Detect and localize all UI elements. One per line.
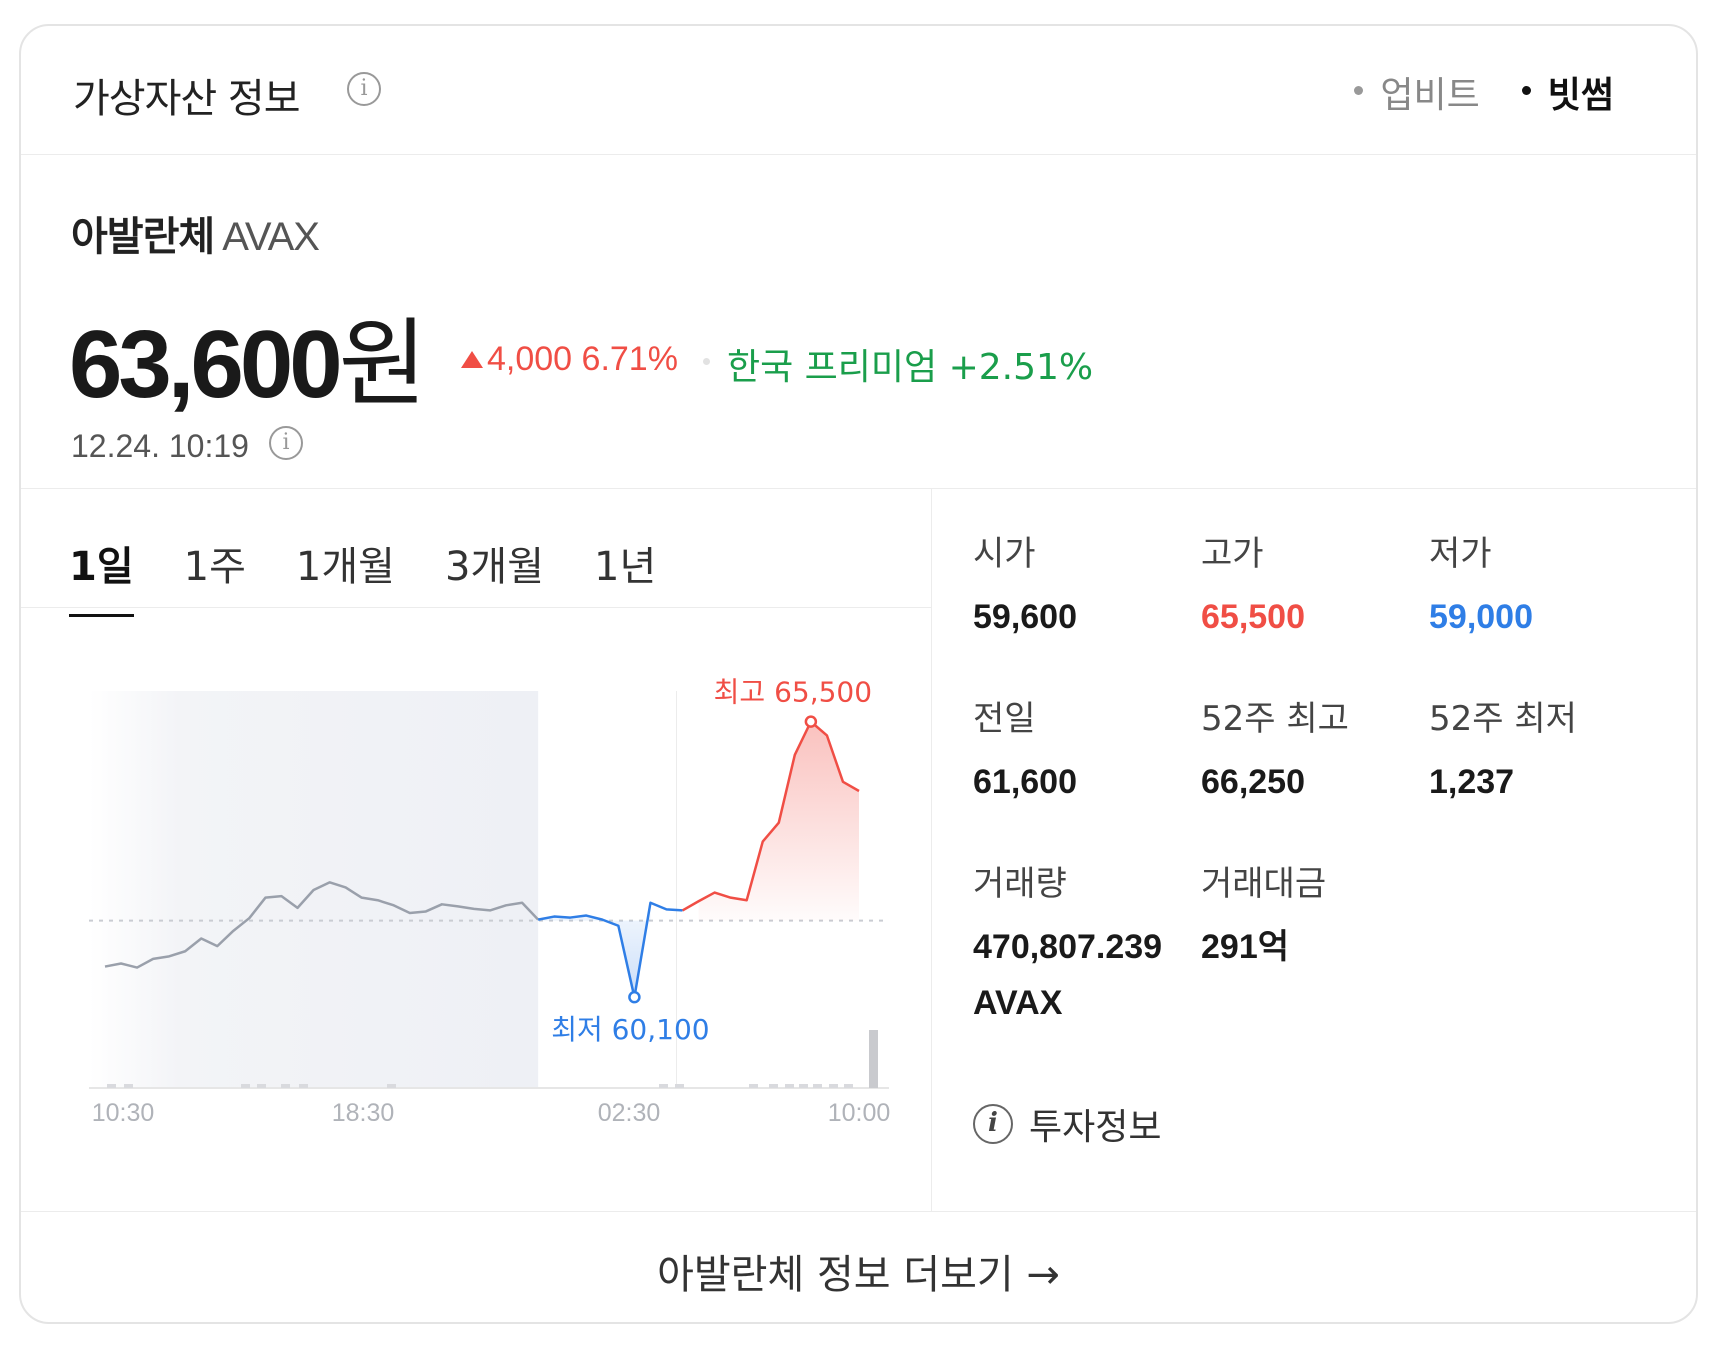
exchange-tabs: 업비트 빗썸	[1354, 66, 1614, 118]
chart-volume-bar	[785, 1084, 794, 1088]
tab-upbit[interactable]: 업비트	[1354, 66, 1480, 118]
chart-volume-bar	[257, 1084, 266, 1088]
chart-line-low	[537, 901, 683, 999]
price-change-value: 4,000 6.71%	[487, 340, 678, 378]
more-info-link[interactable]: 아발란체 정보 더보기 →	[657, 1252, 1060, 1298]
tab-1day[interactable]: 1일	[69, 534, 134, 617]
tab-bithumb[interactable]: 빗썸	[1521, 66, 1614, 118]
price-timestamp: 12.24. 10:19	[71, 428, 249, 465]
korea-premium: 한국 프리미엄 +2.51%	[727, 347, 1094, 388]
stat-label: 전일	[973, 699, 1036, 739]
stat-value: 470,807.239 AVAX	[973, 928, 1163, 1022]
price-value: 63,600	[69, 311, 343, 418]
chart-volume-bar	[124, 1084, 133, 1088]
chart-x-tick-label: 18:30	[332, 1099, 395, 1127]
chart-x-tick-label: 02:30	[598, 1099, 661, 1127]
stat-label: 52주 최저	[1429, 699, 1577, 739]
stat-item: 고가 65,500	[1201, 526, 1421, 645]
chart-low-area	[538, 902, 651, 998]
info-icon[interactable]: i	[347, 72, 381, 106]
chart-high-label: 최고 65,500	[714, 676, 872, 709]
stat-item: 52주 최저 1,237	[1429, 691, 1649, 810]
chart-high-area	[698, 721, 859, 921]
up-triangle-icon	[461, 351, 483, 368]
chart-line-high	[681, 720, 860, 912]
section-divider	[21, 488, 1696, 489]
chart-volume-bar	[844, 1084, 853, 1088]
timestamp-value: 12.24. 10:19	[71, 428, 249, 464]
period-tabs: 1일 1주 1개월 3개월 1년	[69, 534, 656, 617]
tab-1year[interactable]: 1년	[594, 544, 657, 590]
chart-volume-bar	[799, 1084, 808, 1088]
chart-volume-bar	[299, 1084, 308, 1088]
chart-high-marker	[804, 715, 818, 728]
column-divider	[931, 488, 932, 1211]
invest-info-label: 투자정보	[1029, 1107, 1162, 1148]
chart-volume-bar	[241, 1084, 250, 1088]
card-title: 가상자산 정보	[73, 76, 301, 122]
card-footer: 아발란체 정보 더보기 →	[21, 1211, 1696, 1322]
stat-value: 65,500	[1201, 598, 1305, 636]
stat-label: 52주 최고	[1201, 699, 1349, 739]
chart-x-tick-label: 10:00	[828, 1099, 891, 1127]
stat-item: 시가 59,600	[973, 526, 1193, 645]
chart-low-marker	[628, 990, 641, 1004]
period-tabs-underline	[21, 607, 931, 608]
stat-item: 거래대금 291억	[1201, 856, 1421, 975]
timestamp-info-icon[interactable]: i	[269, 426, 303, 460]
crypto-info-card: 가상자산 정보 i 업비트 빗썸 아발란체 AVAX 63,600원 4,000 …	[19, 24, 1698, 1324]
coin-symbol: AVAX	[222, 215, 320, 259]
chart-volume-bar	[659, 1084, 668, 1088]
price-unit: 원	[338, 308, 427, 420]
stat-item: 거래량 470,807.239 AVAX	[973, 856, 1193, 1031]
stat-value: 291억	[1201, 928, 1290, 966]
chart-x-tick-label: 10:30	[92, 1099, 155, 1127]
chart-line-previous	[104, 881, 540, 969]
tab-3month[interactable]: 3개월	[444, 544, 545, 590]
coin-title: 아발란체 AVAX	[71, 204, 320, 262]
stat-item: 52주 최고 66,250	[1201, 691, 1421, 810]
invest-info-link[interactable]: i 투자정보	[973, 1098, 1161, 1150]
chart-volume-bar	[387, 1084, 396, 1088]
stat-item: 저가 59,000	[1429, 526, 1649, 645]
stat-value: 59,000	[1429, 598, 1533, 636]
stat-item: 전일 61,600	[973, 691, 1193, 810]
chart-volume-bar	[813, 1084, 822, 1088]
stat-label: 고가	[1201, 534, 1264, 574]
stat-label: 거래대금	[1201, 864, 1327, 904]
chart-volume-bar	[829, 1084, 838, 1088]
stat-value: 61,600	[973, 763, 1077, 801]
stat-value: 66,250	[1201, 763, 1305, 801]
chart-volume-bar	[749, 1084, 758, 1088]
tab-1week[interactable]: 1주	[183, 544, 246, 590]
stat-label: 저가	[1429, 534, 1492, 574]
chart-volume-bar	[769, 1084, 778, 1088]
chart-volume-bar	[675, 1084, 684, 1088]
chart-low-label: 최저 60,100	[551, 1013, 709, 1046]
info-italic-icon: i	[973, 1104, 1013, 1144]
stat-label: 시가	[973, 534, 1036, 574]
chart-volume-bar	[869, 1030, 878, 1088]
price-chart[interactable]: 최고 65,500 최저 60,100 10:30 18:30 02:30 10:00	[69, 626, 899, 1146]
coin-name: 아발란체	[71, 214, 215, 260]
current-price: 63,600원	[69, 286, 427, 425]
tab-1month[interactable]: 1개월	[295, 544, 395, 590]
chart-volume-bar	[281, 1084, 290, 1088]
stat-value: 59,600	[973, 598, 1077, 636]
card-header: 가상자산 정보 i 업비트 빗썸	[21, 26, 1696, 155]
price-change: 4,000 6.71%	[461, 340, 678, 379]
separator-dot	[703, 358, 710, 365]
stat-value: 1,237	[1429, 763, 1515, 801]
stat-label: 거래량	[973, 864, 1067, 904]
chart-volume-bar	[107, 1084, 116, 1088]
